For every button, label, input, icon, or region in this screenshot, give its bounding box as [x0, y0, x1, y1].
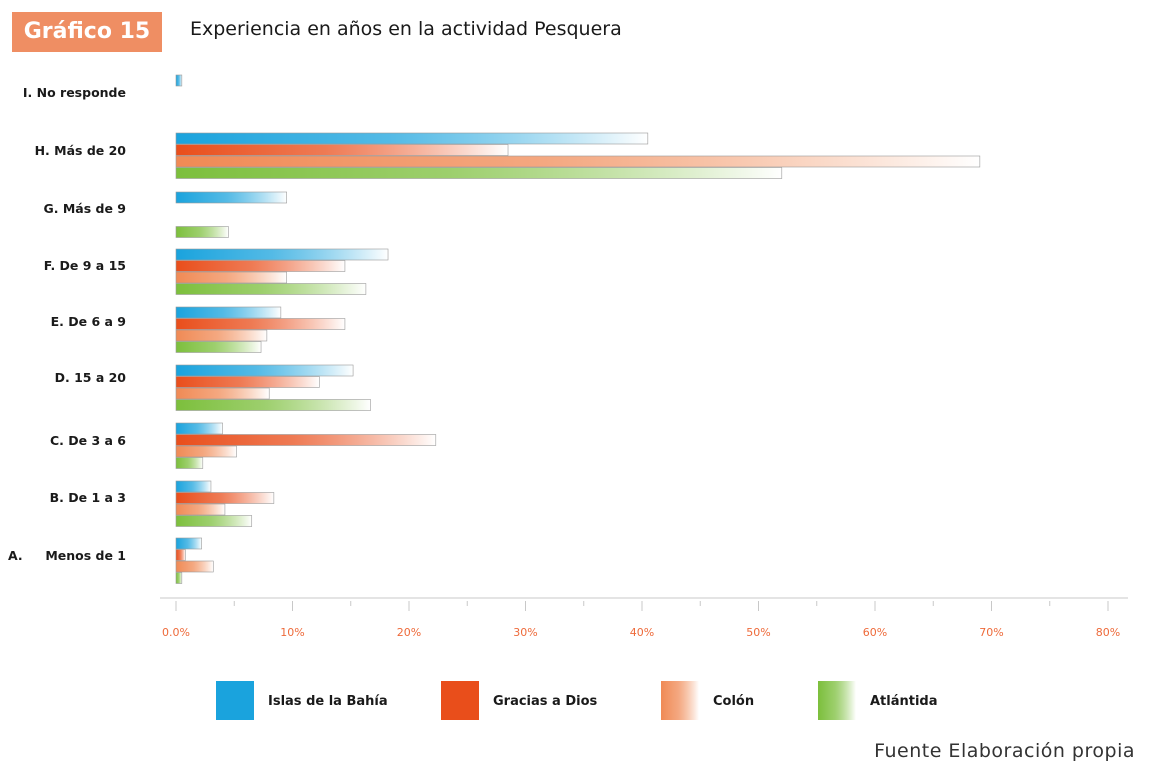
bar [175, 329, 268, 342]
x-tick-label: 40% [630, 626, 654, 639]
bar [175, 271, 287, 284]
bar [175, 318, 346, 330]
bar [175, 167, 783, 179]
x-tick-label: 0.0% [162, 626, 190, 639]
category-label: F. De 9 a 15 [44, 258, 126, 273]
x-tick-label: 20% [397, 626, 421, 639]
category-label: Menos de 1 [45, 548, 126, 563]
bar [175, 260, 346, 272]
legend-label: Gracias a Dios [493, 694, 598, 709]
x-tick-label: 10% [280, 626, 304, 639]
category-labels: I. No responde H. Más de 20 G. Más de 9 F. … [8, 85, 126, 563]
bar [175, 572, 183, 584]
legend-label: Colón [713, 694, 754, 709]
category-label: G. Más de 9 [43, 201, 126, 216]
legend-swatch [441, 681, 479, 720]
bar [175, 515, 253, 527]
category-label: B. De 1 a 3 [50, 490, 126, 505]
category-label: D. 15 a 20 [55, 370, 127, 385]
x-tick-label: 70% [979, 626, 1003, 639]
bar [175, 144, 509, 156]
bar [175, 283, 367, 295]
legend-swatch [216, 681, 254, 720]
bar [175, 341, 262, 353]
chart-badge: Gráfico 15 [12, 12, 162, 52]
source-note: Fuente Elaboración propia [874, 740, 1135, 762]
bar [175, 248, 389, 261]
x-tick-label: 60% [863, 626, 887, 639]
bar [175, 549, 186, 561]
bar [175, 364, 354, 377]
bar [175, 387, 270, 400]
legend-swatch [661, 681, 699, 720]
bars-group [175, 74, 981, 584]
category-label: I. No responde [23, 85, 126, 100]
bar [175, 226, 229, 238]
category-label: C. De 3 a 6 [50, 433, 126, 448]
bar [175, 376, 320, 388]
chart-title: Experiencia en años en la actividad Pesq… [190, 18, 622, 40]
bar [175, 457, 204, 469]
bar [175, 306, 282, 319]
bar [175, 191, 287, 204]
bar [175, 492, 275, 504]
x-tick-label: 30% [513, 626, 537, 639]
legend: Islas de la Bahía Gracias a Dios Colón Atlá… [216, 681, 938, 720]
category-label: A. [8, 548, 23, 563]
category-label: E. De 6 a 9 [51, 314, 126, 329]
legend-swatch [818, 681, 856, 720]
bar [175, 74, 183, 87]
legend-label: Atlántida [870, 694, 938, 709]
x-axis: 0.0% 10% 20% 30% 40% 50% 60% 70% 80% [160, 597, 1128, 639]
x-tick-label: 80% [1096, 626, 1120, 639]
x-tick-label: 50% [746, 626, 770, 639]
bar [175, 155, 981, 168]
bar [175, 399, 371, 411]
bar [175, 445, 237, 458]
bar [175, 560, 214, 573]
bar [175, 503, 226, 516]
legend-label: Islas de la Bahía [268, 694, 388, 709]
bar [175, 132, 649, 145]
bar [175, 434, 437, 446]
bar [175, 537, 202, 550]
bar [175, 422, 223, 435]
bar [175, 480, 212, 493]
category-label: H. Más de 20 [35, 143, 127, 158]
